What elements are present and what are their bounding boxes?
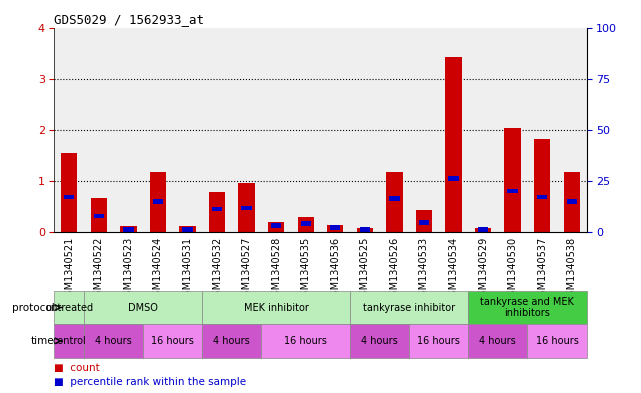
Bar xyxy=(409,28,438,232)
Bar xyxy=(448,176,459,180)
Bar xyxy=(150,172,166,232)
Bar xyxy=(445,57,462,232)
Bar xyxy=(508,189,518,193)
Bar xyxy=(179,226,196,232)
Text: tankyrase inhibitor: tankyrase inhibitor xyxy=(363,303,455,312)
Bar xyxy=(238,183,254,232)
Bar xyxy=(232,28,262,232)
Bar xyxy=(84,28,113,232)
Bar xyxy=(327,225,344,232)
Bar xyxy=(113,28,143,232)
Text: untreated: untreated xyxy=(46,303,94,312)
Text: 4 hours: 4 hours xyxy=(213,336,250,346)
Bar xyxy=(123,227,133,231)
Bar xyxy=(268,222,285,232)
Bar xyxy=(291,28,320,232)
Bar xyxy=(94,214,104,219)
Text: DMSO: DMSO xyxy=(128,303,158,312)
Bar xyxy=(297,217,314,232)
Bar xyxy=(469,291,587,324)
Text: time: time xyxy=(31,336,54,346)
Bar xyxy=(475,228,491,232)
Bar xyxy=(416,210,432,232)
Text: MEK inhibitor: MEK inhibitor xyxy=(244,303,308,312)
Bar xyxy=(387,172,403,232)
Text: ■  count: ■ count xyxy=(54,364,100,373)
Bar xyxy=(90,198,107,232)
Text: 4 hours: 4 hours xyxy=(479,336,516,346)
Text: control: control xyxy=(53,336,86,346)
Text: 16 hours: 16 hours xyxy=(285,336,327,346)
Bar xyxy=(409,324,469,358)
Bar xyxy=(563,172,580,232)
Bar xyxy=(121,226,137,232)
Bar xyxy=(389,196,399,201)
Bar xyxy=(203,291,350,324)
Bar xyxy=(203,324,262,358)
Bar xyxy=(504,128,520,232)
Bar xyxy=(209,192,225,232)
Bar xyxy=(84,324,143,358)
Bar xyxy=(172,28,203,232)
Bar xyxy=(153,199,163,204)
Bar xyxy=(203,28,232,232)
Bar xyxy=(61,152,78,232)
Bar xyxy=(478,227,488,231)
Text: protocol: protocol xyxy=(12,303,54,312)
Text: 4 hours: 4 hours xyxy=(362,336,398,346)
Bar xyxy=(557,28,587,232)
Bar xyxy=(567,199,577,204)
Bar xyxy=(379,28,409,232)
Bar xyxy=(537,195,547,199)
Text: 16 hours: 16 hours xyxy=(535,336,578,346)
Text: tankyrase and MEK
inhibitors: tankyrase and MEK inhibitors xyxy=(481,297,574,318)
Bar xyxy=(84,291,203,324)
Bar xyxy=(419,220,429,225)
Bar xyxy=(528,324,587,358)
Bar xyxy=(262,28,291,232)
Bar xyxy=(330,226,340,230)
Bar xyxy=(54,291,84,324)
Bar xyxy=(350,324,409,358)
Bar xyxy=(54,28,84,232)
Bar xyxy=(182,227,193,231)
Bar xyxy=(271,224,281,228)
Bar xyxy=(469,28,498,232)
Text: 16 hours: 16 hours xyxy=(417,336,460,346)
Text: GDS5029 / 1562933_at: GDS5029 / 1562933_at xyxy=(54,13,204,26)
Bar xyxy=(498,28,528,232)
Bar xyxy=(438,28,469,232)
Bar xyxy=(534,139,551,232)
Bar xyxy=(242,206,252,210)
Bar xyxy=(320,28,350,232)
Bar xyxy=(143,324,203,358)
Bar xyxy=(360,227,370,231)
Bar xyxy=(356,228,373,232)
Bar xyxy=(469,324,528,358)
Bar xyxy=(54,324,84,358)
Bar xyxy=(143,28,172,232)
Text: 16 hours: 16 hours xyxy=(151,336,194,346)
Bar xyxy=(301,221,311,226)
Bar xyxy=(212,207,222,211)
Bar xyxy=(350,28,379,232)
Text: ■  percentile rank within the sample: ■ percentile rank within the sample xyxy=(54,377,247,387)
Bar xyxy=(64,195,74,199)
Text: 4 hours: 4 hours xyxy=(96,336,132,346)
Bar xyxy=(350,291,469,324)
Bar xyxy=(262,324,350,358)
Bar xyxy=(528,28,557,232)
